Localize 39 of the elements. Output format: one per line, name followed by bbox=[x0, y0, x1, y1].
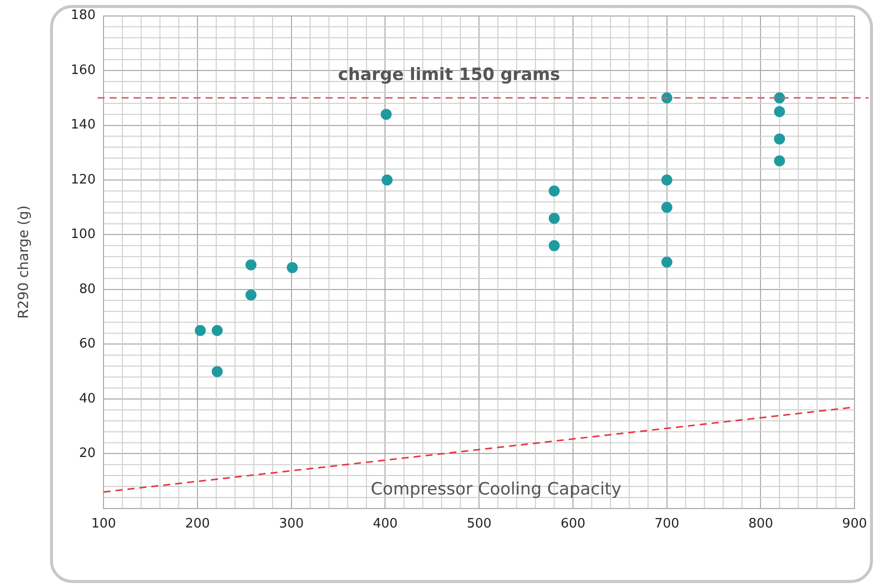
y-tick-label: 40 bbox=[79, 391, 96, 406]
x-tick-label: 500 bbox=[466, 516, 492, 532]
y-tick-label: 160 bbox=[70, 62, 96, 78]
point bbox=[212, 325, 223, 336]
x-tick-label: 400 bbox=[372, 516, 398, 532]
point bbox=[661, 202, 672, 213]
y-tick-label: 180 bbox=[70, 8, 96, 24]
y-axis-title: R290 charge (g) bbox=[16, 205, 32, 319]
point bbox=[286, 262, 298, 274]
y-tick-label: 100 bbox=[70, 227, 96, 242]
y-tick-label: 60 bbox=[79, 336, 96, 352]
point bbox=[774, 155, 785, 166]
ref-line-label: charge limit 150 grams bbox=[338, 64, 560, 85]
point bbox=[380, 108, 392, 120]
y-tick-label: 20 bbox=[79, 446, 96, 462]
point bbox=[661, 256, 672, 268]
y-tick-label: 80 bbox=[79, 282, 96, 297]
x-tick-label: 300 bbox=[278, 516, 304, 532]
point bbox=[382, 174, 393, 186]
point bbox=[245, 289, 256, 300]
y-tick-label: 120 bbox=[70, 172, 96, 188]
point bbox=[194, 325, 206, 336]
y-tick-label: 140 bbox=[70, 118, 96, 133]
point bbox=[661, 174, 672, 186]
x-tick-label: 800 bbox=[748, 516, 774, 532]
x-tick-label: 900 bbox=[842, 516, 868, 532]
point bbox=[548, 212, 560, 224]
point bbox=[774, 106, 785, 118]
point bbox=[774, 133, 785, 144]
point bbox=[212, 366, 223, 378]
point bbox=[245, 259, 256, 270]
x-tick-label: 700 bbox=[654, 516, 680, 532]
x-tick-label: 200 bbox=[185, 516, 210, 532]
x-tick-label: 600 bbox=[560, 516, 586, 532]
x-tick-label: 100 bbox=[91, 516, 116, 532]
point bbox=[548, 185, 560, 196]
point bbox=[548, 240, 560, 252]
point bbox=[774, 92, 785, 104]
x-axis-title: Compressor Cooling Capacity bbox=[370, 479, 622, 500]
